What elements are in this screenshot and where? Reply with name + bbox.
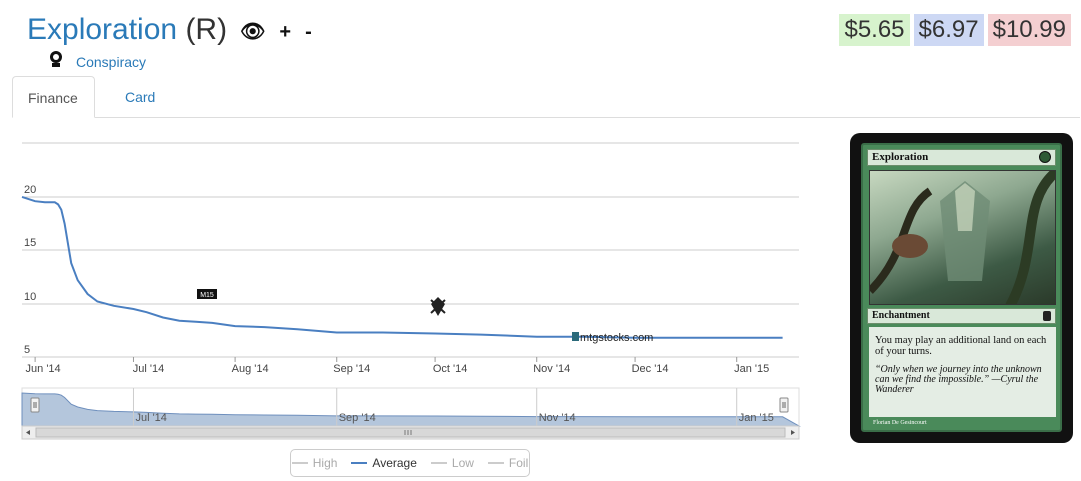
- navigator-left-handle[interactable]: [30, 397, 40, 413]
- plus-icon[interactable]: +: [279, 21, 292, 43]
- card-image-title: Exploration: [867, 149, 1056, 166]
- legend-average[interactable]: Average: [351, 456, 417, 470]
- y-tick-label: 5: [24, 344, 30, 356]
- legend-swatch: [351, 462, 368, 464]
- card-image-type-text: Enchantment: [872, 310, 930, 321]
- scrollbar-grip-icon: [404, 430, 412, 435]
- y-tick-label: 15: [24, 237, 36, 249]
- chart-gridlines: [22, 142, 799, 358]
- green-mana-icon: [1039, 151, 1051, 163]
- price-high: $10.99: [987, 14, 1071, 46]
- x-axis: Jun '14 Jul '14 Aug '14 Sep '14 Oct '14 Nov '…: [26, 357, 769, 375]
- set-event-icon[interactable]: [430, 297, 446, 316]
- legend-swatch: [291, 462, 308, 464]
- card-rarity: (R): [185, 13, 228, 46]
- card-image-textbox: You may play an additional land on each …: [869, 327, 1056, 417]
- chart-legend: High Average Low Foil: [290, 449, 530, 477]
- x-tick-label: Jan '15: [734, 363, 769, 375]
- set-symbol-icon: [48, 50, 64, 73]
- minus-icon[interactable]: -: [305, 21, 312, 43]
- scroll-left-icon[interactable]: [26, 430, 30, 435]
- card-artist-credit: Florian De Gesincourt: [873, 420, 927, 426]
- m15-marker[interactable]: M15: [197, 289, 217, 299]
- card-art: [869, 170, 1056, 305]
- navigator-tick-label: Jul '14: [135, 412, 166, 424]
- legend-swatch: [487, 462, 504, 464]
- eye-icon[interactable]: 👁: [240, 21, 266, 43]
- card-image-type: Enchantment: [867, 308, 1056, 324]
- card-rules-text: You may play an additional land on each …: [875, 335, 1047, 357]
- x-tick-label: Oct '14: [433, 363, 468, 375]
- legend-label: High: [312, 456, 338, 470]
- tab-finance[interactable]: Finance: [12, 76, 95, 118]
- x-tick-label: Jul '14: [133, 363, 164, 375]
- set-row: Conspiracy: [48, 50, 146, 73]
- card-frame: Exploration Enchantment You may play an …: [861, 143, 1062, 432]
- set-link[interactable]: Conspiracy: [76, 53, 147, 70]
- price-chart: 20 15 10 5 Jun '14 Jul '14 Aug '14 Sep '14 Oct …: [21, 142, 801, 440]
- watermark: mtgstocks.com: [572, 332, 653, 344]
- navigator-tick-label: Sep '14: [339, 412, 376, 424]
- legend-high[interactable]: High: [291, 456, 338, 470]
- tab-bar: Finance Card: [12, 76, 1080, 118]
- x-tick-label: Nov '14: [533, 363, 570, 375]
- set-symbol-icon: [1043, 311, 1051, 321]
- navigator-tick-label: Jan '15: [739, 412, 774, 424]
- legend-swatch: [430, 462, 447, 464]
- price-summary: $5.65 $6.97 $10.99: [839, 14, 1071, 46]
- legend-foil[interactable]: Foil: [487, 456, 529, 470]
- legend-label: Average: [372, 456, 417, 470]
- series-line-average: [21, 195, 783, 339]
- navigator-area: [21, 392, 801, 427]
- x-tick-label: Dec '14: [632, 363, 669, 375]
- legend-low[interactable]: Low: [430, 456, 474, 470]
- legend-label: Foil: [508, 456, 529, 470]
- svg-text:mtgstocks.com: mtgstocks.com: [580, 332, 653, 344]
- navigator-tick-label: Nov '14: [539, 412, 576, 424]
- range-navigator[interactable]: Jul '14 Sep '14 Nov '14 Jan '15: [21, 387, 801, 429]
- price-low: $5.65: [839, 14, 910, 46]
- scroll-right-icon[interactable]: [791, 430, 795, 435]
- x-tick-label: Jun '14: [26, 363, 61, 375]
- navigator-right-handle[interactable]: [779, 397, 789, 413]
- x-tick-label: Aug '14: [232, 363, 269, 375]
- tab-card[interactable]: Card: [125, 89, 156, 105]
- x-tick-label: Sep '14: [333, 363, 370, 375]
- title-actions: 👁 + -: [240, 20, 312, 44]
- price-average: $6.97: [913, 14, 984, 46]
- navigator-ticks: Jul '14 Sep '14 Nov '14 Jan '15: [132, 388, 774, 426]
- card-image: Exploration Enchantment You may play an …: [850, 133, 1073, 443]
- card-title: Exploration (R): [27, 10, 227, 50]
- y-tick-label: 10: [24, 291, 36, 303]
- card-flavor-text: “Only when we journey into the unknown c…: [875, 364, 1042, 395]
- card-name[interactable]: Exploration: [27, 13, 178, 46]
- legend-label: Low: [451, 456, 474, 470]
- y-axis-labels: 20 15 10 5: [24, 184, 36, 356]
- card-image-title-text: Exploration: [872, 151, 929, 163]
- svg-text:M15: M15: [200, 292, 214, 299]
- horizontal-scrollbar[interactable]: [21, 425, 800, 440]
- y-tick-label: 20: [24, 184, 36, 196]
